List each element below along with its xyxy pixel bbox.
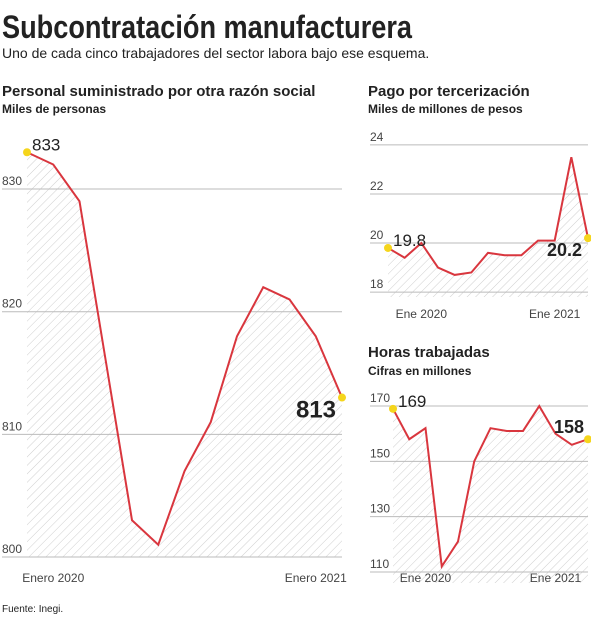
y-tick-label: 24 — [370, 130, 384, 144]
area-hatch — [388, 157, 588, 297]
data-line — [387, 156, 589, 276]
y-tick-label: 800 — [2, 542, 22, 556]
y-tick-label: 18 — [370, 277, 384, 291]
point-marker — [389, 404, 397, 413]
title: Subcontratación manufacturera — [2, 9, 412, 45]
data-line — [392, 404, 589, 570]
y-tick-label: 170 — [370, 391, 390, 405]
area-hatch — [27, 152, 342, 557]
chart-subtitle: Cifras en millones — [368, 364, 472, 378]
source: Fuente: Inegi. — [2, 604, 63, 615]
x-tick-label: Ene 2021 — [530, 571, 582, 585]
data-label: 19.8 — [393, 231, 426, 250]
point-marker — [584, 435, 591, 444]
y-tick-label: 820 — [2, 297, 22, 311]
y-tick-label: 20 — [370, 228, 384, 242]
chart-title: Pago por tercerización — [368, 83, 530, 100]
point-marker — [338, 393, 346, 402]
y-tick-label: 810 — [2, 419, 22, 433]
subtitle: Uno de cada cinco trabajadores del secto… — [2, 45, 429, 61]
point-marker — [23, 148, 31, 157]
chart-title: Personal suministrado por otra razón soc… — [2, 83, 315, 100]
data-label: 833 — [32, 135, 60, 154]
x-tick-label: Enero 2020 — [22, 571, 84, 585]
data-label: 20.2 — [547, 240, 582, 260]
y-tick-label: 130 — [370, 502, 390, 516]
data-line — [26, 151, 343, 547]
chart-title: Horas trabajadas — [368, 344, 490, 361]
data-label: 169 — [398, 392, 426, 411]
y-tick-label: 22 — [370, 179, 384, 193]
y-tick-label: 110 — [370, 557, 389, 571]
chart-subtitle: Miles de personas — [2, 102, 106, 116]
x-tick-label: Ene 2020 — [400, 571, 452, 585]
data-label: 158 — [554, 417, 584, 437]
data-label: 813 — [296, 397, 336, 424]
point-marker — [384, 243, 392, 252]
y-tick-label: 150 — [370, 446, 390, 460]
chart-subtitle: Miles de millones de pesos — [368, 102, 523, 116]
x-tick-label: Enero 2021 — [285, 571, 347, 585]
point-marker — [584, 234, 591, 243]
area-hatch — [393, 406, 588, 583]
x-tick-label: Ene 2020 — [396, 307, 448, 321]
y-tick-label: 830 — [2, 174, 22, 188]
x-tick-label: Ene 2021 — [529, 307, 581, 321]
